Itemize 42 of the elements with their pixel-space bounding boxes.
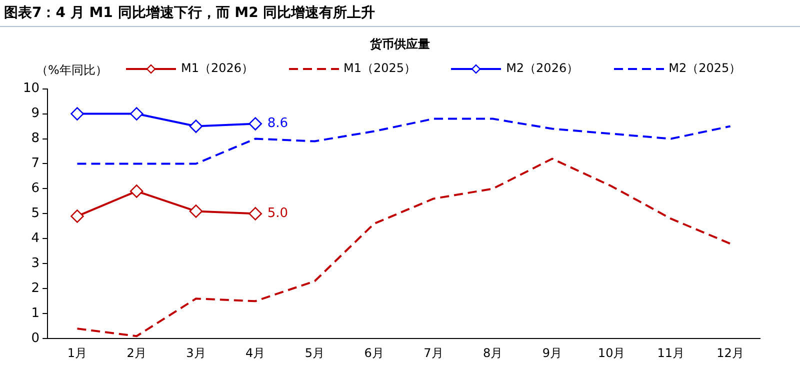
x-tick-label: 5月	[304, 346, 325, 360]
data-label: 5.0	[267, 206, 288, 222]
x-tick-label: 11月	[657, 346, 685, 360]
y-tick-label: 2	[31, 281, 40, 296]
y-tick-label: 5	[31, 206, 40, 222]
line-series	[76, 118, 732, 165]
point	[130, 184, 144, 198]
point	[248, 117, 262, 130]
y-tick-label: 4	[31, 231, 40, 246]
x-tick-label: 3月	[186, 346, 206, 360]
point	[189, 204, 203, 218]
legend-label: M2（2026）	[506, 60, 579, 77]
chart-title: 图表7：4 月 M1 同比增速下行，而 M2 同比增速有所上升	[4, 4, 376, 22]
x-tick-label: 10月	[598, 346, 626, 360]
point	[70, 107, 84, 120]
x-tick-label: 9月	[542, 346, 562, 360]
x-tick-label: 2月	[126, 346, 146, 360]
x-tick-label: 4月	[246, 346, 266, 360]
chart-subtitle: 货币供应量	[369, 36, 431, 53]
point	[189, 120, 203, 133]
y-tick-label: 1	[31, 306, 40, 321]
point	[248, 207, 262, 220]
legend-label: M1（2026）	[181, 60, 254, 77]
y-tick-label: 8	[31, 131, 40, 146]
point	[70, 210, 84, 223]
x-tick-label: 6月	[364, 346, 384, 360]
y-tick-label: 9	[31, 106, 40, 122]
y-tick-label: 6	[31, 181, 40, 196]
legend-label: M2（2025）	[668, 60, 742, 77]
line-series	[76, 158, 732, 338]
x-tick-label: 12月	[716, 346, 744, 360]
y-axis-title: （%年同比）	[36, 62, 108, 79]
x-tick-label: 7月	[424, 346, 444, 360]
legend-label: M1（2025）	[344, 60, 416, 77]
y-tick-label: 3	[31, 256, 40, 272]
x-tick-label: 8月	[483, 346, 503, 360]
data-label: 8.6	[267, 116, 288, 132]
y-tick-label: 0	[31, 330, 40, 346]
x-tick-label: 1月	[67, 346, 88, 360]
y-tick-label: 10	[22, 81, 40, 96]
y-tick-label: 7	[31, 156, 40, 172]
point	[130, 107, 144, 120]
